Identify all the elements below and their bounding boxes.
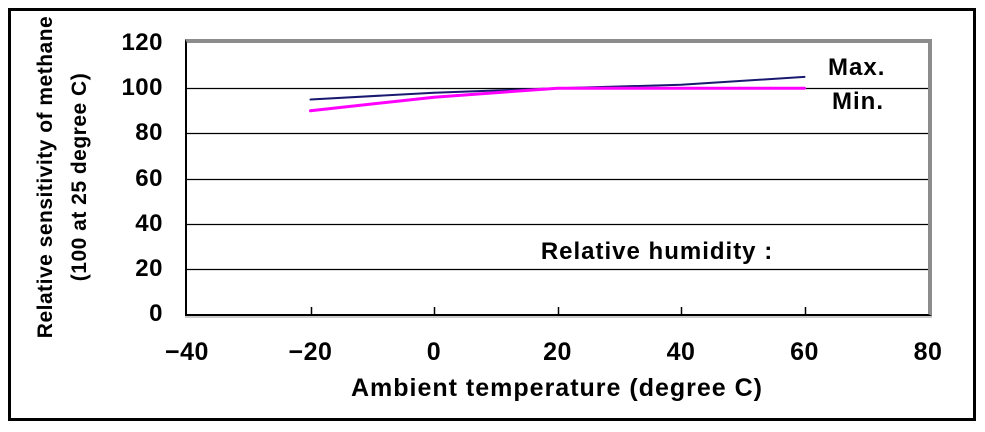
y-axis-title-line2: (100 at 25 degree C)	[68, 72, 91, 282]
y-tick-label-120: 120	[121, 29, 163, 56]
chart-canvas	[187, 75, 928, 314]
x-tick-label-20: 20	[543, 338, 572, 366]
y-tick-label-20: 20	[135, 254, 163, 282]
x-tick-label-0: 0	[426, 338, 442, 366]
y-tick-label-60: 60	[135, 164, 163, 192]
x-tick-label--20: −20	[288, 338, 333, 366]
y-axis-title: Relative sensitivity of methane (100 at …	[29, 16, 97, 338]
figure-frame	[8, 8, 976, 421]
y-axis-title-line1: Relative sensitivity of methane	[34, 15, 57, 339]
annotation-relative-humidity: Relative humidity :	[540, 238, 774, 265]
y-tick-label-40: 40	[135, 209, 163, 237]
series-label-min: Min.	[832, 88, 884, 115]
x-tick-label-40: 40	[666, 338, 696, 366]
y-tick-label-0: 0	[149, 300, 163, 327]
x-tick-label-60: 60	[790, 338, 819, 366]
x-tick-label--40: −40	[165, 338, 209, 366]
x-tick-label-80: 80	[913, 338, 943, 366]
plot-area	[185, 39, 932, 316]
series-line-min	[309, 86, 806, 113]
x-axis-title: Ambient temperature (degree C)	[350, 374, 764, 402]
series-label-max: Max.	[828, 54, 886, 81]
y-tick-label-80: 80	[135, 119, 163, 147]
y-tick-label-100: 100	[121, 74, 163, 102]
